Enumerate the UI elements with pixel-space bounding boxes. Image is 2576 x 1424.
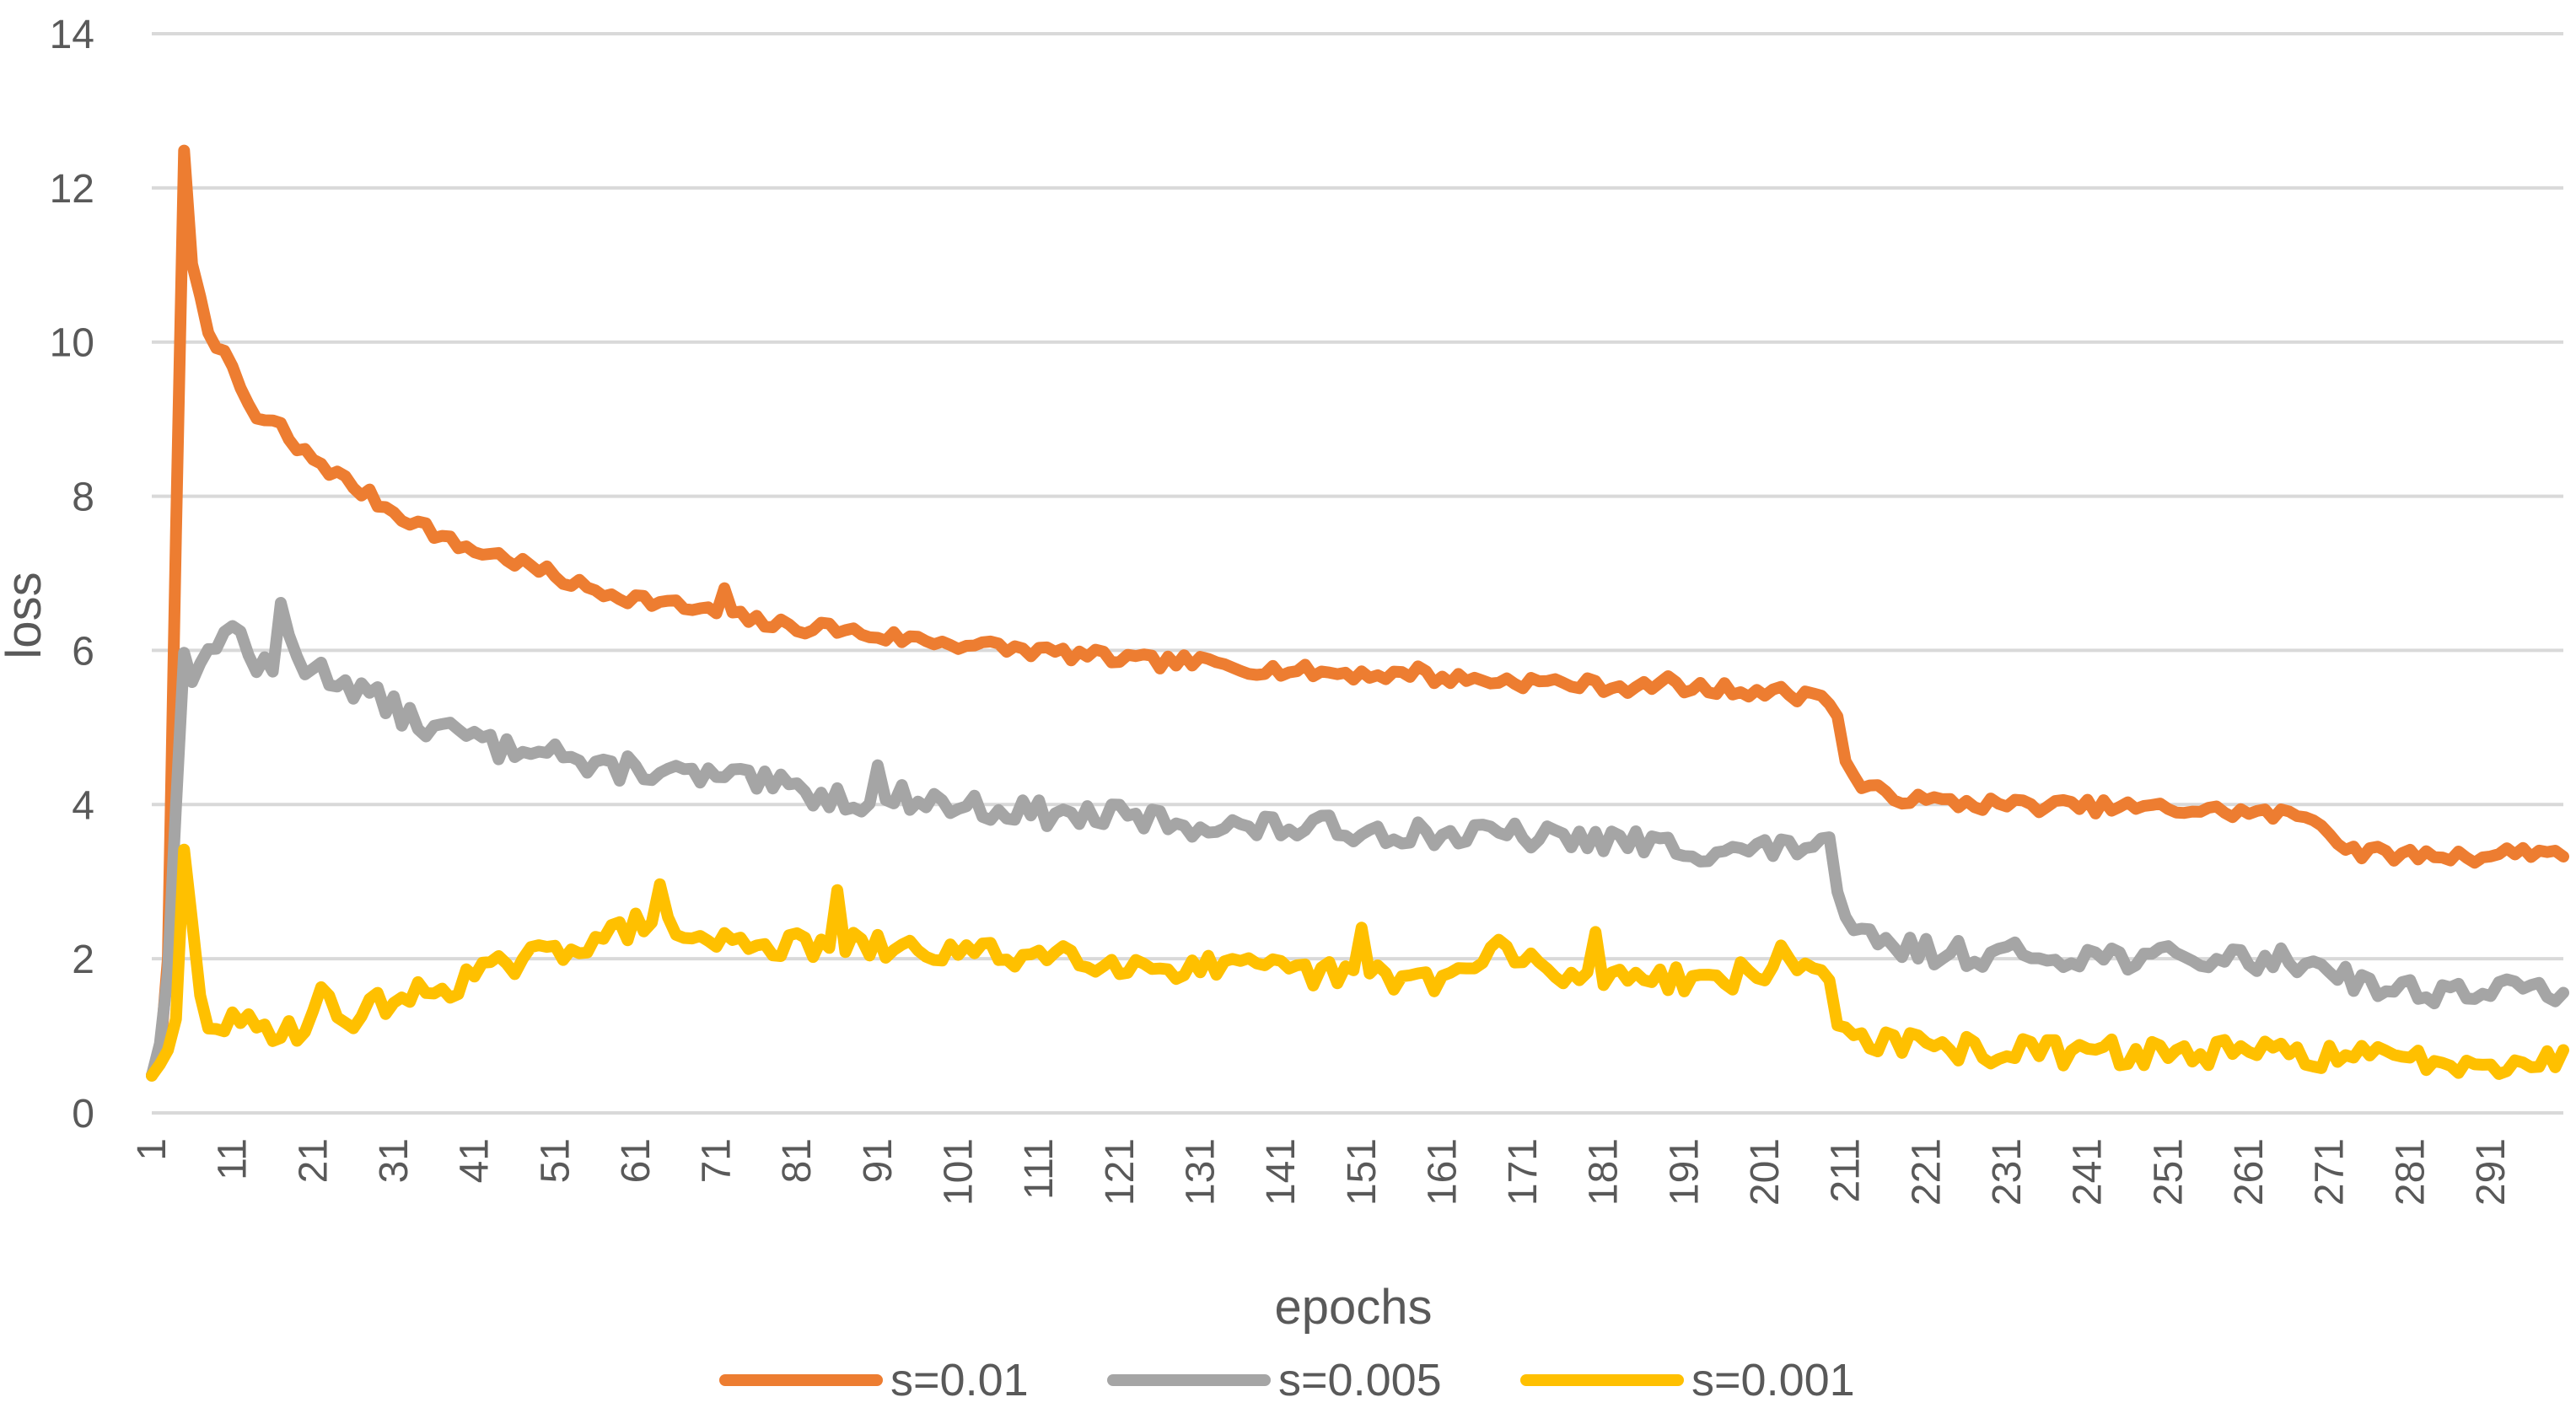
- x-tick-label: 231: [1985, 1138, 2030, 1206]
- x-tick-label: 151: [1340, 1138, 1385, 1206]
- y-axis-ticks: 0 2 4 6 8 10 12 14: [50, 13, 94, 1137]
- x-tick-label: 161: [1420, 1138, 1465, 1206]
- x-tick-label: 281: [2388, 1138, 2433, 1206]
- y-tick-label: 14: [50, 13, 94, 57]
- x-tick-label: 251: [2146, 1138, 2191, 1206]
- x-tick-label: 191: [1662, 1138, 1707, 1206]
- plot-series: [146, 144, 2569, 1082]
- x-tick-label: 221: [1904, 1138, 1949, 1206]
- legend-label: s=0.001: [1691, 1355, 1855, 1405]
- x-axis-title: epochs: [1274, 1280, 1432, 1335]
- y-tick-label: 8: [72, 476, 94, 520]
- y-tick-label: 2: [72, 938, 94, 982]
- y-tick-label: 12: [50, 167, 94, 212]
- x-tick-label: 141: [1259, 1138, 1304, 1206]
- series-line-1: [146, 597, 2569, 1082]
- x-tick-label: 241: [2066, 1138, 2111, 1206]
- gridlines: [152, 32, 2563, 961]
- x-tick-label: 291: [2469, 1138, 2514, 1206]
- x-tick-label: 201: [1743, 1138, 1788, 1206]
- x-tick-label: 41: [453, 1138, 497, 1183]
- x-tick-label: 131: [1178, 1138, 1223, 1206]
- x-tick-label: 171: [1501, 1138, 1546, 1206]
- x-tick-label: 101: [937, 1138, 981, 1206]
- x-tick-label: 61: [614, 1138, 659, 1183]
- x-tick-label: 211: [1824, 1138, 1869, 1203]
- x-tick-label: 81: [775, 1138, 820, 1183]
- x-tick-label: 111: [1017, 1138, 1062, 1200]
- y-tick-label: 0: [72, 1092, 94, 1137]
- x-axis-ticks: 1 11 21 31 41 51 61 71 81 91 101 111 121 131 141 151 161…: [130, 1138, 2514, 1206]
- legend: s=0.01 s=0.005 s=0.001: [719, 1355, 1855, 1405]
- y-tick-label: 10: [50, 321, 94, 366]
- x-tick-label: 31: [372, 1138, 417, 1183]
- legend-label: s=0.01: [890, 1355, 1029, 1405]
- x-tick-label: 21: [291, 1138, 336, 1183]
- y-tick-label: 6: [72, 629, 94, 674]
- y-axis-title: loss: [0, 572, 51, 658]
- y-tick-label: 4: [72, 783, 94, 828]
- legend-label: s=0.005: [1278, 1355, 1442, 1405]
- x-tick-label: 121: [1098, 1138, 1143, 1206]
- x-tick-label: 271: [2308, 1138, 2353, 1206]
- x-tick-label: 91: [856, 1138, 901, 1183]
- x-tick-label: 1: [130, 1138, 175, 1161]
- series-line-0: [146, 144, 2569, 1082]
- x-tick-label: 71: [695, 1138, 739, 1183]
- series-line-2: [146, 843, 2569, 1082]
- x-tick-label: 51: [533, 1138, 578, 1183]
- x-tick-label: 11: [211, 1138, 255, 1180]
- x-tick-label: 181: [1582, 1138, 1627, 1206]
- x-tick-label: 261: [2227, 1138, 2272, 1206]
